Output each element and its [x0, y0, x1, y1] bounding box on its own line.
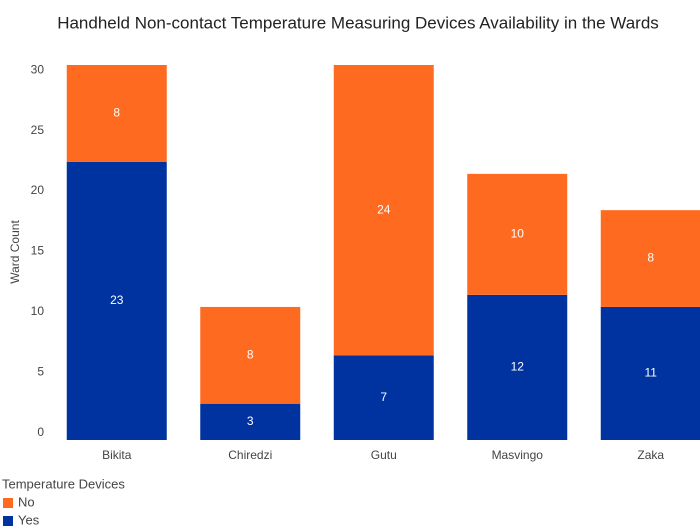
bar-segment — [600, 306, 700, 440]
y-tick-label: 10 — [31, 304, 45, 318]
y-axis-label: Ward Count — [8, 220, 22, 284]
legend-title: Temperature Devices — [2, 476, 125, 491]
bar-segment — [66, 65, 167, 162]
bar-segment — [600, 210, 700, 307]
chart-title: Handheld Non-contact Temperature Measuri… — [57, 13, 659, 32]
y-tick-label: 20 — [31, 183, 45, 197]
legend-swatch — [3, 516, 13, 526]
data-label: 10 — [511, 227, 525, 241]
data-label: 3 — [247, 414, 254, 428]
x-tick-label: Zaka — [637, 448, 664, 462]
legend-swatch — [3, 498, 13, 508]
data-label: 8 — [113, 106, 120, 120]
data-label: 7 — [380, 390, 387, 404]
legend-label: No — [18, 494, 35, 509]
bar-segment — [66, 161, 167, 440]
y-tick-label: 15 — [31, 244, 45, 258]
bar-segment — [200, 403, 301, 440]
y-tick-label: 25 — [31, 123, 45, 137]
x-tick-label: Bikita — [102, 448, 132, 462]
bar-segment — [467, 294, 568, 440]
data-label: 11 — [645, 366, 658, 380]
data-label: 8 — [247, 347, 254, 361]
x-tick-label: Chiredzi — [228, 448, 272, 462]
x-tick-label: Gutu — [371, 448, 397, 462]
legend-label: Yes — [18, 512, 40, 527]
y-tick-label: 5 — [37, 365, 44, 379]
data-label: 23 — [110, 293, 124, 307]
bar-segment — [333, 355, 434, 440]
data-label: 8 — [647, 251, 654, 265]
y-tick-label: 30 — [31, 62, 45, 76]
y-tick-label: 0 — [37, 425, 44, 439]
data-label: 12 — [511, 360, 525, 374]
bar-segment — [467, 173, 568, 295]
bar-segment — [200, 306, 301, 404]
x-tick-label: Masvingo — [492, 448, 544, 462]
bar-segment — [333, 65, 434, 356]
data-label: 24 — [377, 202, 391, 216]
